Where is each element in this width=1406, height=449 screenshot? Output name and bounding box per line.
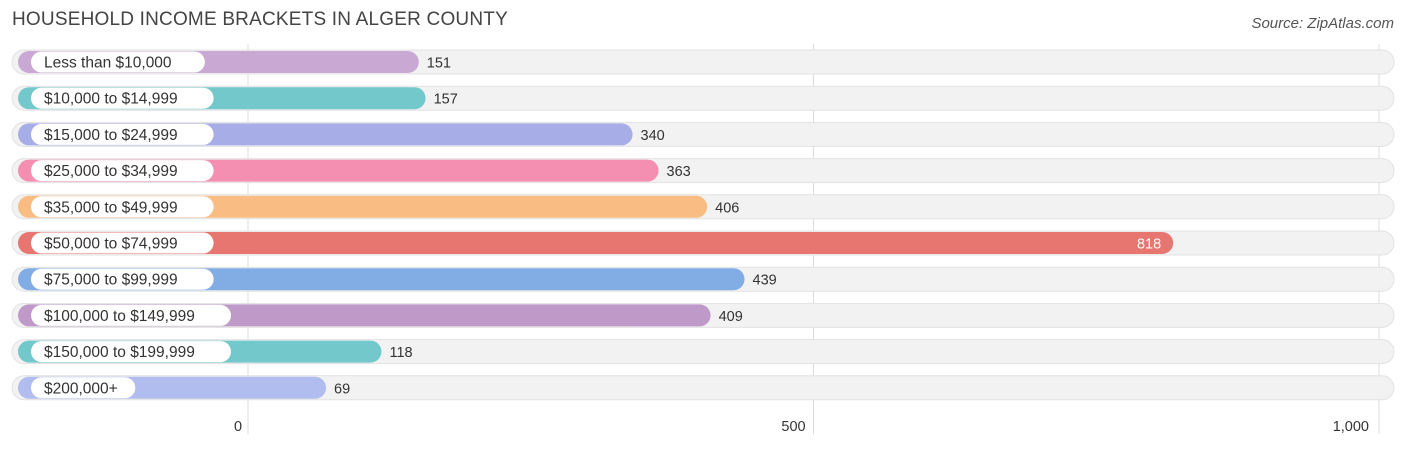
category-pill <box>31 304 231 326</box>
bar-group: $35,000 to $49,999 406 <box>18 195 739 218</box>
value-label: 409 <box>719 309 743 325</box>
bar-rows: Less than $10,000 151 $10,000 to $14,999 15… <box>11 49 1395 401</box>
x-axis: 0 500 1,000 <box>234 419 1369 435</box>
category-label: Less than $10,000 <box>44 55 172 72</box>
category-pill <box>31 87 214 109</box>
bar-group: $100,000 to $149,999 409 <box>18 304 743 327</box>
category-label: $100,000 to $149,999 <box>44 308 195 325</box>
category-pill <box>31 51 205 73</box>
category-label: $15,000 to $24,999 <box>44 127 178 144</box>
category-pill <box>31 123 214 145</box>
value-label: 439 <box>753 273 777 289</box>
value-label: 151 <box>427 56 451 72</box>
category-label: $200,000+ <box>44 380 118 397</box>
category-pill <box>31 160 214 182</box>
category-label: $150,000 to $199,999 <box>44 344 195 361</box>
value-label: 69 <box>334 381 350 397</box>
category-pill <box>31 268 214 290</box>
chart-title: HOUSEHOLD INCOME BRACKETS IN ALGER COUNT… <box>12 9 508 30</box>
x-tick-label: 1,000 <box>1333 419 1369 435</box>
category-label: $25,000 to $34,999 <box>44 163 178 180</box>
x-tick-label: 500 <box>781 419 805 435</box>
category-pill <box>31 196 214 218</box>
value-label: 118 <box>389 345 412 361</box>
bar-group: $25,000 to $34,999 363 <box>18 159 691 182</box>
category-pill <box>31 377 136 399</box>
bar-group: $15,000 to $24,999 340 <box>18 123 665 146</box>
bar-group: $10,000 to $14,999 157 <box>18 87 458 110</box>
category-label: $50,000 to $74,999 <box>44 236 178 253</box>
bar-group: $200,000+ 69 <box>18 376 350 399</box>
value-label: 157 <box>434 92 458 108</box>
x-tick-label: 0 <box>234 419 242 435</box>
category-pill <box>31 232 214 254</box>
category-label: $75,000 to $99,999 <box>44 272 178 289</box>
category-pill <box>31 341 231 363</box>
category-label: $10,000 to $14,999 <box>44 91 178 108</box>
bar-group: $50,000 to $74,999 818 <box>18 232 1174 254</box>
bar-group: $150,000 to $199,999 118 <box>18 340 413 363</box>
bar <box>18 232 1174 254</box>
category-label: $35,000 to $49,999 <box>44 199 178 216</box>
value-label: 340 <box>641 128 665 144</box>
bar-group: $75,000 to $99,999 439 <box>18 268 777 291</box>
value-label: 363 <box>667 164 691 180</box>
chart-source: Source: ZipAtlas.com <box>1251 15 1394 32</box>
bar-group: Less than $10,000 151 <box>18 51 451 73</box>
value-label: 406 <box>715 200 739 216</box>
value-label: 818 <box>1137 237 1161 253</box>
row-track <box>11 375 1395 401</box>
